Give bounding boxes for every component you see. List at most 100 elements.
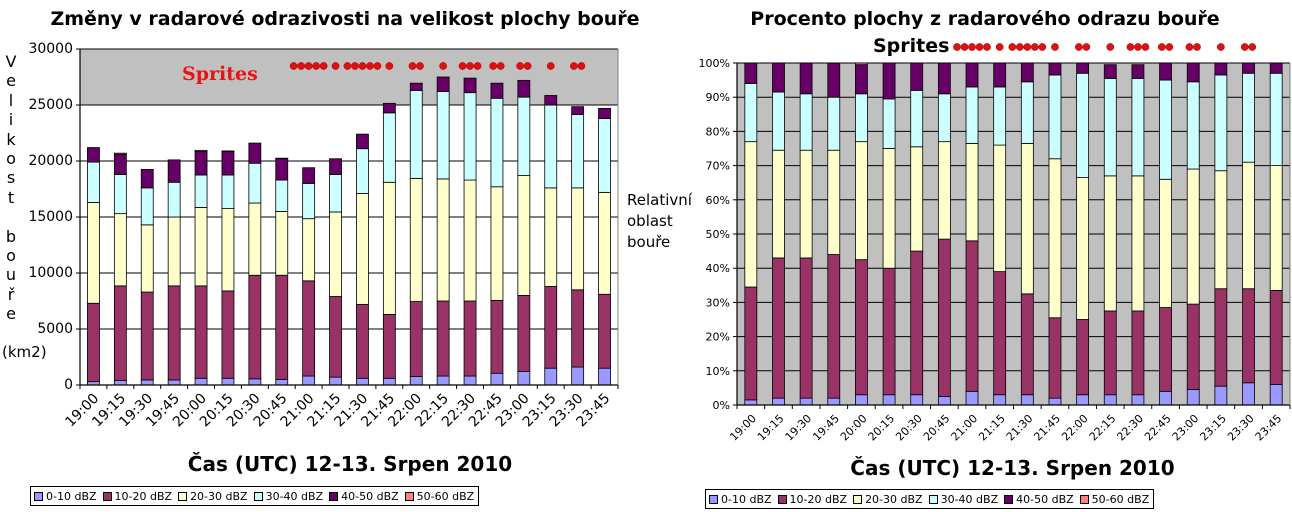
sprite-marker [496, 62, 505, 70]
y-tick-label: 0 [64, 377, 73, 393]
bar-segment [1214, 74, 1228, 172]
legend-item: 30-40 dBZ [253, 490, 323, 503]
sprite-marker [960, 43, 969, 51]
bar-segment [517, 371, 531, 386]
sprite-marker [516, 62, 524, 70]
bar-segment [221, 174, 235, 209]
bar-segment [1214, 170, 1228, 290]
legend-label: 50-60 dBZ [1091, 492, 1150, 506]
bar-segment [993, 144, 1007, 273]
legend-swatch [928, 494, 938, 504]
legend-item: 20-30 dBZ [853, 493, 923, 506]
bar-segment [302, 375, 316, 386]
bar-segment [1159, 62, 1172, 81]
sprite-marker [995, 43, 1004, 51]
bar-segment [1214, 385, 1228, 406]
bar-segment [356, 193, 369, 305]
x-tick-label: 21:15 [976, 412, 1008, 444]
bar-segment [409, 82, 423, 91]
sprite-marker [983, 43, 991, 51]
bar-segment [490, 300, 504, 374]
bar-segment [993, 62, 1007, 88]
bar-segment [382, 377, 396, 386]
bar-segment [113, 174, 127, 215]
sprite-marker [351, 62, 359, 70]
legend-label: 0-10 dBZ [721, 492, 772, 506]
bar-segment [910, 146, 924, 252]
bar-segment [772, 62, 785, 93]
sprite-marker [1030, 43, 1039, 51]
bar-segment [356, 148, 369, 194]
legend-item: 40-50 dBZ [329, 490, 399, 503]
bar-segment [544, 286, 558, 369]
y-tick-label: 10% [706, 365, 730, 378]
bar-segment [87, 147, 100, 163]
sprite-marker [1015, 43, 1024, 51]
sprite-marker [1051, 43, 1059, 51]
y-tick-label: 30000 [28, 41, 73, 57]
bar-segment [1020, 142, 1034, 295]
y-label-letter: s [6, 168, 16, 188]
bar-segment [598, 367, 611, 386]
bar-segment [329, 158, 342, 175]
bar-segment [194, 174, 208, 208]
bar-segment [993, 86, 1007, 146]
y-tick-label: 5000 [37, 321, 73, 337]
y-tick-label: 20000 [28, 153, 73, 169]
bar-segment [827, 62, 841, 98]
bar-segment [382, 102, 396, 114]
bar-segment [855, 64, 868, 95]
bar-segment [87, 202, 100, 304]
bar-segment [221, 208, 235, 292]
bar-segment [1048, 317, 1062, 399]
bar-segment [167, 216, 181, 287]
y-label-letter: o [6, 148, 16, 168]
bar-segment [882, 98, 896, 149]
bar-segment [1269, 72, 1283, 166]
legend-swatch [329, 491, 339, 501]
bar-segment [744, 286, 758, 401]
bar-segment [87, 161, 100, 203]
bar-segment [140, 187, 154, 226]
legend-label: 20-30 dBZ [865, 492, 923, 506]
bar-segment [329, 211, 342, 297]
bar-segment [799, 62, 813, 95]
sprite-marker [331, 62, 340, 70]
sprite-marker [1038, 43, 1047, 51]
legend-swatch [253, 491, 263, 501]
bar-segment [140, 291, 154, 381]
legend-item: 50-60 dBZ [1079, 492, 1150, 506]
x-tick-label: 20:30 [893, 412, 925, 444]
bar-segment [275, 378, 289, 386]
sprite-marker [319, 62, 328, 70]
bar-segment [167, 181, 181, 218]
bar-segment [1269, 384, 1283, 406]
bar-segment [248, 274, 262, 380]
x-tick-label: 19:45 [810, 412, 842, 444]
bar-segment [1103, 77, 1117, 177]
bar-segment [1131, 175, 1145, 312]
bar-segment [409, 301, 423, 377]
left-y-axis-unit: (km2) [2, 343, 47, 361]
legend-label: 0-10 dBZ [46, 489, 97, 503]
bar-segment [571, 106, 585, 115]
legend-swatch [1079, 494, 1089, 504]
bar-segment [329, 174, 342, 213]
bar-segment [855, 62, 868, 66]
bar-segment [855, 259, 868, 396]
bar-segment [517, 294, 531, 372]
sprite-marker [439, 62, 447, 70]
x-tick-label: 23:00 [1170, 412, 1202, 444]
bar-segment [382, 112, 396, 183]
y-tick-label: 10000 [28, 265, 73, 281]
legend-swatch [853, 494, 863, 504]
bar-segment [302, 280, 316, 377]
x-tick-label: 19:00 [727, 412, 759, 444]
bar-segment [1242, 382, 1255, 406]
bar-segment [113, 285, 127, 381]
bar-segment [1103, 64, 1117, 79]
bar-segment [167, 285, 181, 381]
bar-segment [463, 77, 477, 94]
y-tick-label: 70% [706, 160, 730, 173]
